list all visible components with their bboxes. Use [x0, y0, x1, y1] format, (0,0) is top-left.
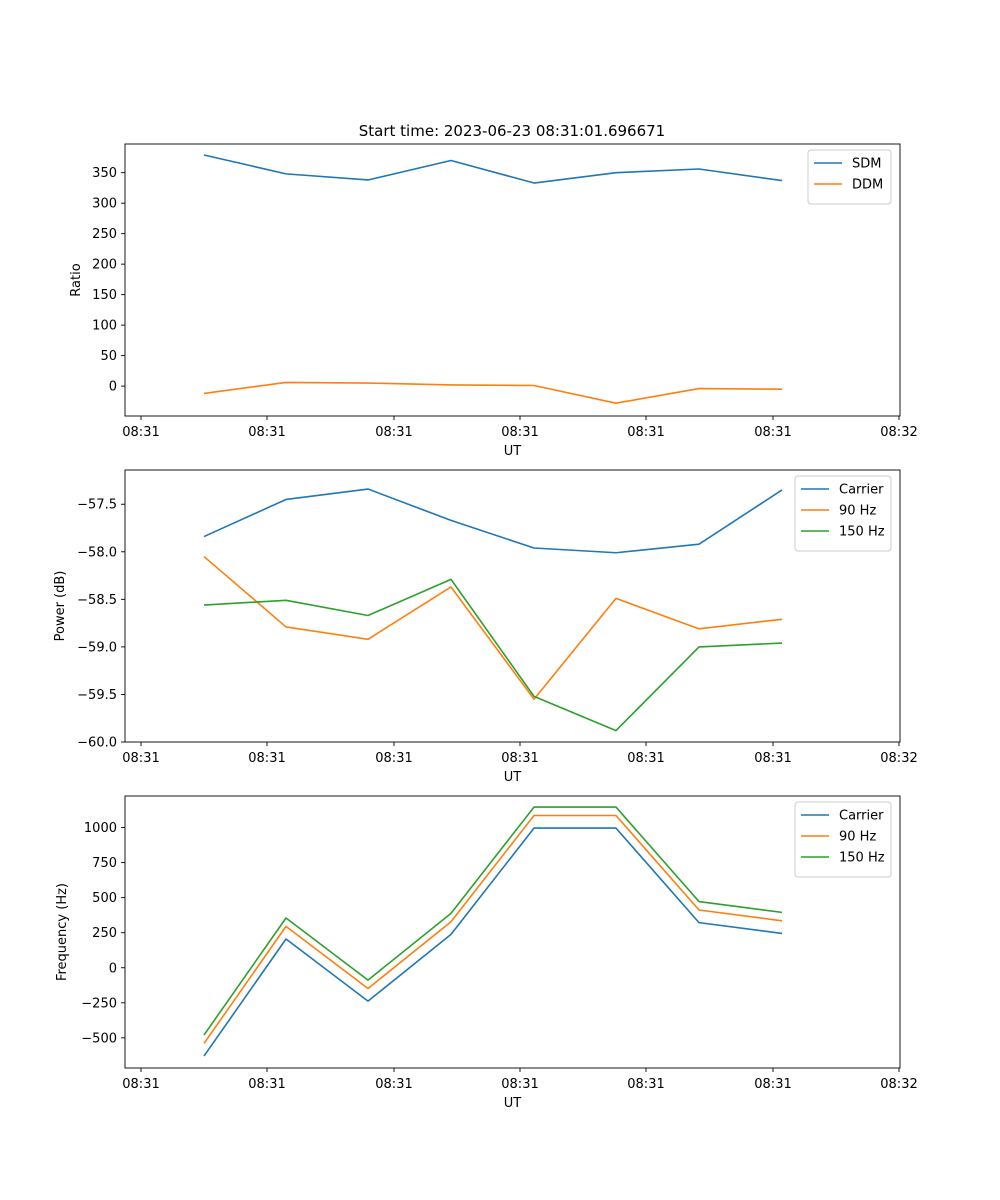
y-tick-label: 150 — [92, 288, 117, 303]
legend-frame — [794, 801, 892, 878]
y-axis-label: Power (dB) — [53, 571, 68, 642]
y-tick-label: −58.5 — [77, 593, 117, 608]
y-tick-label: 0 — [109, 380, 117, 395]
legend: Carrier 90 Hz 150 Hz — [794, 801, 892, 878]
y-tick-label: 300 — [92, 197, 117, 212]
y-tick-label: 250 — [92, 227, 117, 242]
x-tick-label: 08:31 — [501, 1077, 538, 1092]
x-tick-label: 08:31 — [375, 751, 412, 766]
panel-2: 08:31 08:31 08:31 08:31 08:31 08:31 08:32 −60.0… — [53, 469, 918, 785]
x-tick-label: 08:31 — [501, 425, 538, 440]
y-tick-label: 350 — [92, 166, 117, 181]
x-tick-label: 08:31 — [627, 425, 664, 440]
x-tick-label: 08:31 — [375, 1077, 412, 1092]
x-tick-label: 08:31 — [627, 751, 664, 766]
x-tick-label: 08:32 — [880, 425, 917, 440]
legend-label: 150 Hz — [839, 851, 885, 866]
legend-frame — [794, 475, 892, 552]
series-line-1 — [203, 827, 783, 1057]
y-tick-label: −59.5 — [77, 688, 117, 703]
y-tick-label: −60.0 — [77, 736, 117, 751]
axes-frame — [124, 469, 901, 743]
panels: 08:31 08:31 08:31 08:31 08:31 08:31 08:32 0 50 10… — [53, 143, 918, 1111]
x-tick-label: 08:31 — [501, 751, 538, 766]
x-tick-label: 08:31 — [248, 425, 285, 440]
y-tick-label: 0 — [109, 961, 117, 976]
figure-title: Start time: 2023-06-23 08:31:01.696671 — [359, 122, 665, 140]
x-axis-label: UT — [504, 444, 522, 459]
x-tick-label: 08:31 — [754, 1077, 791, 1092]
x-tick-label: 08:32 — [880, 1077, 917, 1092]
series-line-1 — [203, 488, 783, 554]
y-tick-label: −500 — [81, 1031, 117, 1046]
panel-1: 08:31 08:31 08:31 08:31 08:31 08:31 08:32 0 50 10… — [69, 143, 918, 459]
x-axis-label: UT — [504, 770, 522, 785]
legend-label: DDM — [852, 178, 883, 193]
x-tick-label: 08:31 — [754, 425, 791, 440]
legend-label: Carrier — [839, 483, 884, 498]
x-tick-label: 08:31 — [122, 1077, 159, 1092]
legend-label: 90 Hz — [839, 830, 876, 845]
y-tick-label: 1000 — [84, 821, 117, 836]
series-line-2 — [203, 555, 783, 701]
series-line-3 — [203, 578, 783, 732]
y-tick-label: 50 — [100, 349, 117, 364]
y-tick-label: 250 — [92, 926, 117, 941]
x-tick-label: 08:31 — [754, 751, 791, 766]
series-line-2 — [203, 814, 783, 1044]
x-tick-label: 08:31 — [627, 1077, 664, 1092]
x-tick-label: 08:31 — [248, 1077, 285, 1092]
legend: SDM DDM — [807, 149, 892, 205]
y-tick-label: 500 — [92, 891, 117, 906]
series-line-2 — [203, 381, 783, 404]
axes-frame — [124, 795, 901, 1069]
y-tick-label: −250 — [81, 996, 117, 1011]
y-tick-label: 750 — [92, 856, 117, 871]
x-tick-label: 08:31 — [122, 751, 159, 766]
legend-label: 150 Hz — [839, 525, 885, 540]
x-tick-label: 08:32 — [880, 751, 917, 766]
y-axis-label: Frequency (Hz) — [55, 883, 70, 981]
x-tick-label: 08:31 — [248, 751, 285, 766]
y-tick-label: 100 — [92, 319, 117, 334]
y-tick-label: −58.0 — [77, 545, 117, 560]
x-tick-label: 08:31 — [375, 425, 412, 440]
x-axis-label: UT — [504, 1096, 522, 1111]
series-line-1 — [203, 154, 783, 184]
legend-label: Carrier — [839, 809, 884, 824]
series-line-3 — [203, 806, 783, 1036]
legend: Carrier 90 Hz 150 Hz — [794, 475, 892, 552]
legend-label: 90 Hz — [839, 504, 876, 519]
axes-frame — [124, 143, 901, 417]
legend-label: SDM — [852, 157, 881, 172]
panel-3: 08:31 08:31 08:31 08:31 08:31 08:31 08:32 −500 −… — [55, 795, 918, 1111]
y-axis-label: Ratio — [69, 263, 84, 296]
y-tick-label: 200 — [92, 258, 117, 273]
y-tick-label: −59.0 — [77, 640, 117, 655]
x-tick-label: 08:31 — [122, 425, 159, 440]
y-tick-label: −57.5 — [77, 498, 117, 513]
